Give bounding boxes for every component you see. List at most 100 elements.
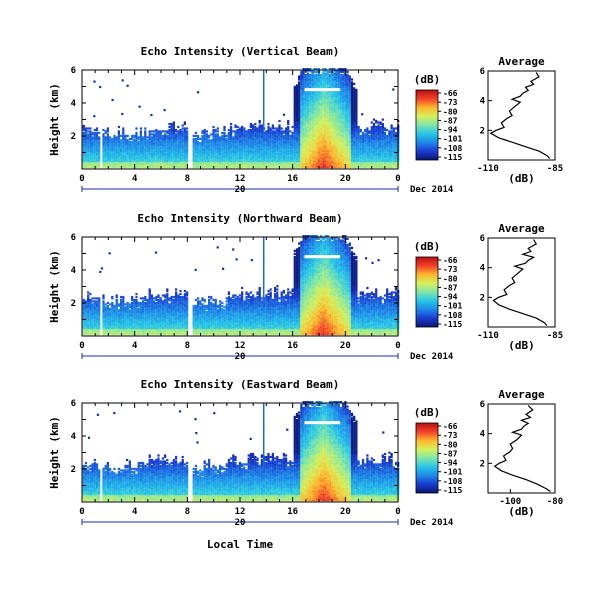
x-tick-label: 16 bbox=[287, 341, 298, 351]
average-xlabel: (dB) bbox=[508, 505, 535, 518]
colorbar-tick: -73 bbox=[443, 98, 458, 107]
y-axis: 2 4 6 Height (km) bbox=[48, 66, 398, 170]
colorbar-tick: -66 bbox=[443, 256, 458, 265]
colorbar-tick: -80 bbox=[443, 107, 458, 116]
colorbar-tick: -80 bbox=[443, 274, 458, 283]
x-tick-label: 0 bbox=[79, 341, 84, 351]
heatmap-cells bbox=[82, 401, 400, 502]
colorbar-tick: -87 bbox=[443, 283, 458, 292]
y-tick-label: 6 bbox=[71, 233, 76, 243]
average-title: Average bbox=[498, 388, 545, 401]
colorbar-unit: (dB) bbox=[414, 73, 441, 86]
y-tick-label: 4 bbox=[71, 266, 77, 276]
day-label: 20 bbox=[235, 518, 246, 528]
date-label: Dec 2014 bbox=[410, 518, 454, 528]
panel-title: Echo Intensity (Northward Beam) bbox=[137, 212, 342, 225]
x-axis: 0 4 8 12 16 20 0 bbox=[79, 237, 401, 351]
x-tick-label: 0 bbox=[79, 507, 84, 517]
colorbar-tick: -101 bbox=[443, 468, 462, 477]
y-axis-label: Height (km) bbox=[48, 416, 61, 489]
average-frame bbox=[487, 237, 556, 328]
x-tick-label: 4 bbox=[132, 507, 138, 517]
x-tick-label: 12 bbox=[235, 174, 246, 184]
average-x-tick: -80 bbox=[547, 497, 563, 507]
y-axis-label: Height (km) bbox=[48, 83, 61, 156]
date-bar: 20 Dec 2014 bbox=[81, 352, 454, 362]
average-y-tick: 2 bbox=[480, 126, 485, 136]
y-axis: 2 4 6 Height (km) bbox=[48, 233, 398, 337]
average-profile: Average 2 4 6 -110 -85 (dB) bbox=[477, 55, 563, 185]
average-y-tick: 6 bbox=[480, 234, 485, 244]
average-xlabel: (dB) bbox=[508, 172, 535, 185]
average-y-tick: 2 bbox=[480, 293, 485, 303]
colorbar-tick: -115 bbox=[443, 486, 462, 495]
date-label: Dec 2014 bbox=[410, 185, 454, 195]
x-tick-label: 0 bbox=[395, 341, 400, 351]
average-y-tick: 4 bbox=[480, 430, 486, 440]
panel-title: Echo Intensity (Eastward Beam) bbox=[141, 378, 340, 391]
panel-title: Echo Intensity (Vertical Beam) bbox=[141, 45, 340, 58]
x-axis: 0 4 8 12 16 20 0 bbox=[79, 403, 401, 517]
colorbar-tick: -108 bbox=[443, 311, 462, 320]
colorbar-tick: -73 bbox=[443, 431, 458, 440]
average-title: Average bbox=[498, 222, 545, 235]
x-tick-label: 20 bbox=[340, 174, 351, 184]
x-tick-label: 8 bbox=[185, 174, 190, 184]
colorbar-tick: -108 bbox=[443, 477, 462, 486]
average-line bbox=[492, 239, 548, 326]
colorbar-tick: -80 bbox=[443, 440, 458, 449]
y-tick-label: 4 bbox=[71, 99, 77, 109]
x-tick-label: 0 bbox=[395, 174, 400, 184]
heatmap-cells bbox=[82, 68, 400, 169]
y-tick-label: 2 bbox=[71, 132, 76, 142]
colorbar-tick: -115 bbox=[443, 320, 462, 329]
colorbar-tick: -115 bbox=[443, 153, 462, 162]
colorbar-unit: (dB) bbox=[414, 406, 441, 419]
colorbar: (dB)-66-73-80-87-94-101-108-115 bbox=[414, 406, 463, 495]
x-tick-label: 12 bbox=[235, 507, 246, 517]
colorbar: (dB)-66-73-80-87-94-101-108-115 bbox=[414, 240, 463, 329]
x-tick-label: 16 bbox=[287, 174, 298, 184]
date-bar: 20 Dec 2014 bbox=[81, 185, 454, 195]
panel-1: Echo Intensity (Vertical Beam)0 4 8 12 16 20 0… bbox=[48, 45, 563, 195]
average-y-tick: 6 bbox=[480, 67, 485, 77]
average-x-tick: -85 bbox=[547, 331, 563, 341]
average-profile: Average 2 4 6 -110 -85 (dB) bbox=[477, 222, 563, 352]
average-xlabel: (dB) bbox=[508, 339, 535, 352]
average-y-tick: 2 bbox=[480, 459, 485, 469]
day-label: 20 bbox=[235, 352, 246, 362]
x-tick-label: 8 bbox=[185, 507, 190, 517]
colorbar-unit: (dB) bbox=[414, 240, 441, 253]
y-tick-label: 6 bbox=[71, 399, 76, 409]
y-axis: 2 4 6 Height (km) bbox=[48, 399, 398, 503]
day-label: 20 bbox=[235, 185, 246, 195]
average-profile: Average 2 4 6 -100 -80 (dB) bbox=[480, 388, 564, 518]
x-tick-label: 0 bbox=[79, 174, 84, 184]
colorbar-tick: -94 bbox=[443, 126, 458, 135]
colorbar-tick: -101 bbox=[443, 302, 462, 311]
average-y-tick: 4 bbox=[480, 97, 486, 107]
colorbar-tick: -66 bbox=[443, 89, 458, 98]
date-bar: 20 Dec 2014 bbox=[81, 518, 454, 528]
average-y-tick: 4 bbox=[480, 264, 486, 274]
x-axis: 0 4 8 12 16 20 0 bbox=[79, 70, 401, 184]
colorbar-tick: -87 bbox=[443, 116, 458, 125]
colorbar-tick: -87 bbox=[443, 449, 458, 458]
average-title: Average bbox=[498, 55, 545, 68]
average-line bbox=[489, 72, 551, 159]
average-line bbox=[493, 405, 551, 493]
x-tick-label: 20 bbox=[340, 507, 351, 517]
colorbar: (dB)-66-73-80-87-94-101-108-115 bbox=[414, 73, 463, 162]
x-tick-label: 4 bbox=[132, 174, 138, 184]
average-x-tick: -110 bbox=[477, 164, 499, 174]
average-frame bbox=[487, 70, 556, 161]
colorbar-tick: -108 bbox=[443, 144, 462, 153]
colorbar-tick: -66 bbox=[443, 422, 458, 431]
average-x-tick: -100 bbox=[499, 497, 521, 507]
average-x-tick: -110 bbox=[477, 331, 499, 341]
heatmap-cells bbox=[82, 235, 400, 336]
x-tick-label: 16 bbox=[287, 507, 298, 517]
x-tick-label: 4 bbox=[132, 341, 138, 351]
panel-2: Echo Intensity (Northward Beam)0 4 8 12 16 20… bbox=[48, 212, 563, 362]
